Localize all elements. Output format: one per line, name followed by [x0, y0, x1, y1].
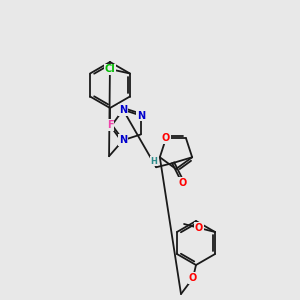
Text: H: H: [151, 157, 158, 166]
Text: O: O: [178, 178, 186, 188]
Text: F: F: [107, 120, 113, 130]
Text: N: N: [137, 111, 145, 121]
Text: N: N: [119, 105, 127, 115]
Text: O: O: [162, 133, 170, 143]
Text: O: O: [189, 273, 197, 283]
Text: N: N: [119, 135, 127, 145]
Text: O: O: [195, 223, 203, 233]
Text: Cl: Cl: [104, 64, 115, 74]
